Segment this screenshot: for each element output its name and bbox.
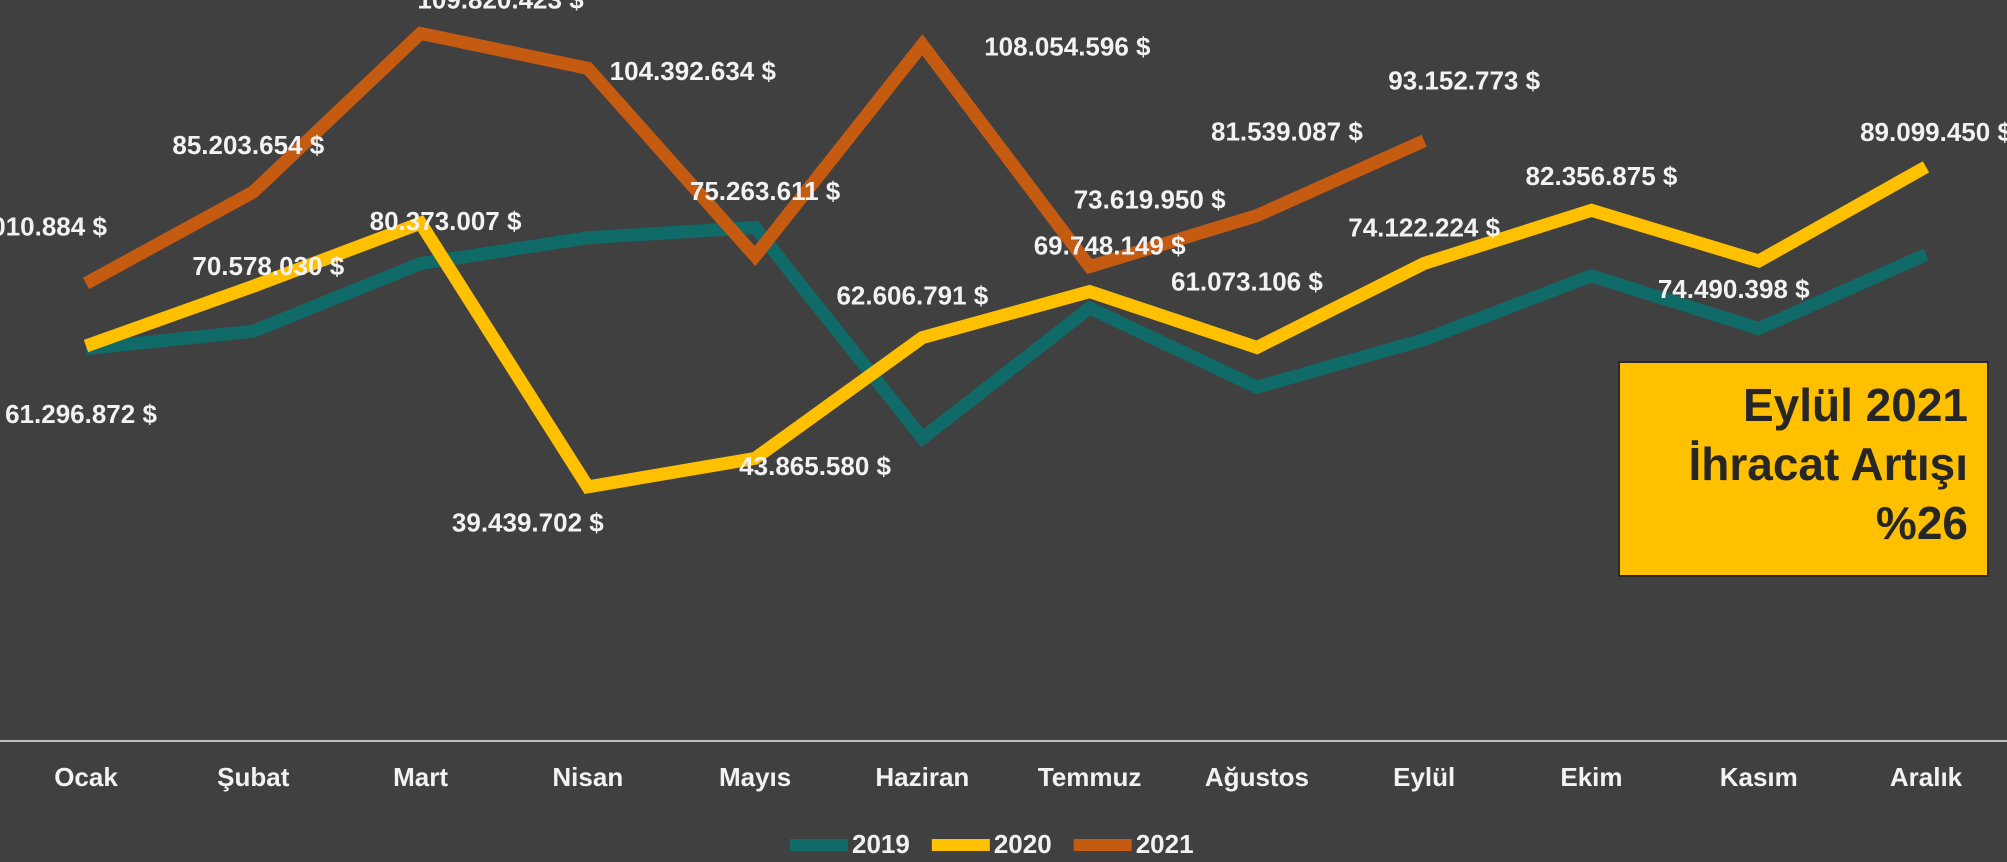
data-label: 80.373.007 $ [370, 206, 522, 236]
x-tick-label: Temmuz [1038, 762, 1142, 792]
data-label: 93.152.773 $ [1388, 66, 1540, 96]
annotation-text: İhracat Artışı [1688, 438, 1968, 490]
data-label: 74.490.398 $ [1658, 274, 1810, 304]
data-label: 73.619.950 $ [1074, 185, 1226, 215]
x-tick-label: Şubat [217, 762, 290, 792]
data-label: 108.054.596 $ [984, 32, 1151, 62]
legend-label: 2020 [994, 829, 1052, 859]
data-label: 70.578.030 $ [192, 251, 344, 281]
data-label: 74.122.224 $ [1348, 212, 1500, 242]
x-tick-label: Eylül [1393, 762, 1455, 792]
annotation-text: Eylül 2021 [1743, 379, 1968, 431]
x-tick-label: Mart [393, 762, 448, 792]
x-tick-label: Nisan [552, 762, 623, 792]
page: Ocak Şubat Mart Nisan Mayıs Haziran Temmuz Ağus… [0, 0, 2007, 862]
data-label: 62.606.791 $ [836, 280, 988, 310]
data-label: 69.748.149 $ [1034, 230, 1186, 260]
x-tick-label: Kasım [1720, 762, 1798, 792]
legend-label: 2021 [1136, 829, 1194, 859]
data-label: 89.099.450 $ [1860, 117, 2007, 147]
legend-label: 2019 [852, 829, 910, 859]
data-label: 109.820.423 $ [417, 0, 584, 14]
x-tick-label: Ekim [1560, 762, 1622, 792]
x-tick-label: Mayıs [719, 762, 791, 792]
data-label: 85.203.654 $ [172, 130, 324, 160]
x-tick-label: Aralık [1890, 762, 1963, 792]
data-label: 61.073.106 $ [1171, 266, 1323, 296]
x-tick-label: Ocak [54, 762, 118, 792]
x-tick-label: Ağustos [1205, 762, 1309, 792]
data-label: 81.539.087 $ [1211, 116, 1363, 146]
data-label: 61.296.872 $ [5, 399, 157, 429]
annotation-text: %26 [1876, 497, 1968, 549]
data-label: 43.865.580 $ [739, 451, 891, 481]
data-label: 75.263.611 $ [690, 176, 841, 206]
data-label: 104.392.634 $ [610, 56, 777, 86]
data-label: 82.356.875 $ [1526, 161, 1678, 191]
data-label: 71.010.884 $ [0, 211, 107, 241]
x-tick-label: Haziran [875, 762, 969, 792]
data-label: 39.439.702 $ [452, 508, 604, 538]
chart: Ocak Şubat Mart Nisan Mayıs Haziran Temmuz Ağus… [0, 0, 2007, 862]
